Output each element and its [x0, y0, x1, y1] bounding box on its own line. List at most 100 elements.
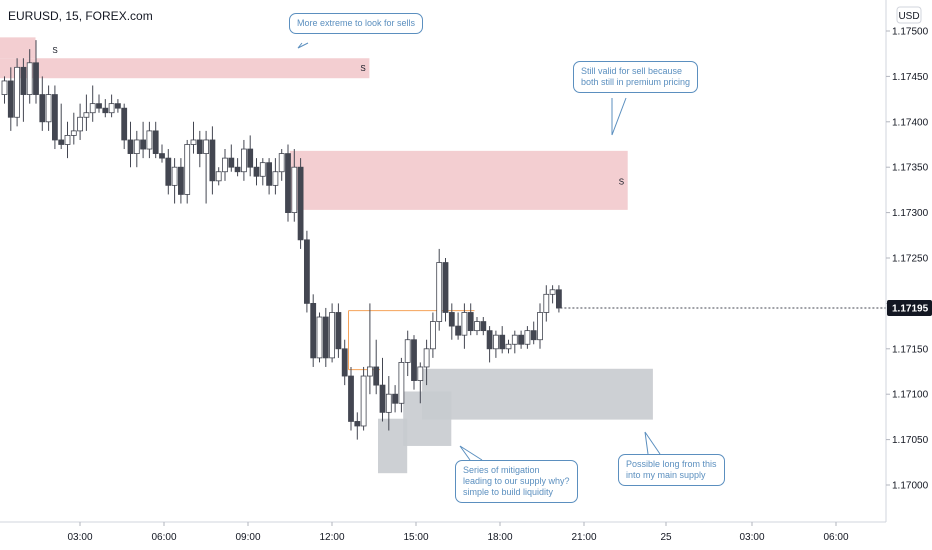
candle-body: [20, 66, 27, 95]
candle-body: [492, 334, 499, 350]
candle: [436, 248, 443, 331]
supply-upper-label: S: [360, 64, 365, 73]
candle-body: [442, 262, 449, 313]
candle: [146, 121, 153, 159]
candle-body: [196, 139, 203, 154]
candle: [297, 158, 304, 249]
candle-body: [102, 107, 109, 114]
candle-body: [543, 293, 550, 313]
candle-body: [190, 139, 197, 145]
candle-body: [266, 162, 273, 186]
candle: [253, 158, 260, 186]
candle-body: [354, 421, 361, 427]
candle-body: [96, 103, 102, 109]
candle: [530, 321, 537, 345]
candle: [543, 285, 550, 322]
candle-body: [537, 312, 543, 341]
candle-body: [436, 262, 443, 322]
candle-body: [524, 330, 531, 345]
candle: [52, 85, 58, 150]
candle: [203, 130, 210, 204]
candle-body: [448, 312, 455, 327]
candle: [429, 312, 436, 358]
time-tick-label: 15:00: [403, 532, 428, 543]
candle-body: [404, 339, 411, 363]
candle-body: [64, 135, 71, 145]
time-tick-label: 06:00: [823, 532, 848, 543]
candle-body: [556, 289, 562, 309]
chart-title: EURUSD, 15, FOREX.com: [8, 9, 153, 23]
candle-body: [272, 171, 279, 186]
candle: [480, 317, 487, 336]
time-tick-label: 06:00: [151, 532, 176, 543]
price-tick-label: 1.17450: [892, 72, 929, 83]
candle-body: [429, 321, 436, 350]
candle: [177, 158, 184, 204]
annotation-bottom-right[interactable]: Possible long from this into my main sup…: [618, 454, 725, 486]
candle: [404, 330, 411, 377]
candle: [108, 94, 115, 118]
candle: [121, 103, 128, 150]
candle: [310, 294, 317, 367]
candle-body: [209, 139, 216, 182]
price-tick-label: 1.17100: [892, 390, 929, 401]
candle: [379, 357, 386, 422]
candle: [45, 85, 52, 131]
candle: [228, 144, 235, 172]
candle-body: [70, 130, 77, 136]
candle-body: [310, 302, 317, 359]
candle-body: [222, 157, 228, 173]
currency-box: [896, 6, 922, 24]
candle: [58, 103, 65, 150]
candle: [499, 326, 506, 354]
time-tick-label: 12:00: [319, 532, 344, 543]
candle-body: [115, 103, 121, 109]
candle: [461, 303, 468, 349]
candle: [1, 76, 8, 104]
candle: [171, 158, 178, 204]
candle-body: [140, 139, 147, 150]
candle: [70, 112, 77, 145]
demand-zone-5: [378, 418, 408, 474]
annotation-right[interactable]: Still valid for sell because both still …: [573, 61, 699, 93]
candle-body: [108, 103, 115, 114]
candle: [33, 40, 39, 104]
candle: [442, 258, 449, 322]
last-price-label: 1.17195: [892, 303, 929, 314]
candle-body: [177, 166, 184, 195]
demand-zone-3: [422, 368, 653, 420]
annotation-bottom-mid[interactable]: Series of mitigation leading to our supp…: [455, 460, 578, 503]
candle: [467, 303, 474, 336]
candle-body: [316, 316, 323, 359]
candle: [26, 49, 33, 104]
candle: [222, 149, 228, 181]
annotation-top[interactable]: More extreme to look for sells: [289, 13, 424, 34]
candle: [152, 121, 159, 159]
candle-body: [348, 375, 354, 422]
candle: [266, 158, 273, 195]
candle: [7, 67, 14, 131]
candle-body: [297, 166, 304, 241]
candle-body: [146, 130, 153, 150]
time-tick-label: 25: [660, 532, 672, 543]
candle: [398, 357, 405, 413]
candle-body: [518, 334, 524, 345]
candle: [373, 339, 380, 395]
candle: [316, 312, 323, 363]
candle: [322, 307, 329, 367]
candle: [247, 135, 254, 177]
candle: [39, 76, 46, 131]
candle: [278, 149, 285, 181]
candle-body: [203, 139, 210, 154]
callout-pointer-1: [611, 97, 627, 136]
candle-body: [127, 139, 134, 154]
candle: [20, 58, 27, 122]
candle-body: [379, 384, 386, 413]
candle-body: [58, 139, 65, 145]
callout-pointer-0: [297, 42, 309, 49]
candle: [14, 58, 21, 127]
candle: [524, 326, 531, 349]
candle-body: [366, 366, 373, 377]
zones-layer: S S S: [0, 37, 653, 474]
